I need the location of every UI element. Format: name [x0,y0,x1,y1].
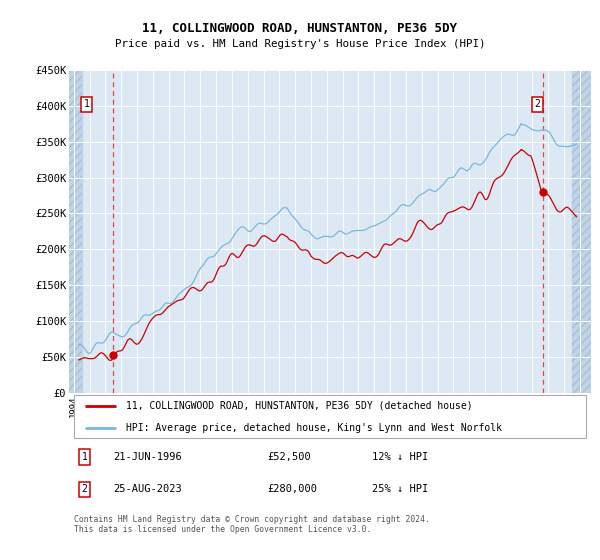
Text: 11, COLLINGWOOD ROAD, HUNSTANTON, PE36 5DY: 11, COLLINGWOOD ROAD, HUNSTANTON, PE36 5… [143,22,458,35]
Text: Contains HM Land Registry data © Crown copyright and database right 2024.
This d: Contains HM Land Registry data © Crown c… [74,515,430,534]
Text: 12% ↓ HPI: 12% ↓ HPI [372,452,428,462]
FancyBboxPatch shape [74,395,586,438]
Text: 11, COLLINGWOOD ROAD, HUNSTANTON, PE36 5DY (detached house): 11, COLLINGWOOD ROAD, HUNSTANTON, PE36 5… [127,400,473,410]
Text: 25-AUG-2023: 25-AUG-2023 [113,484,182,494]
Text: £52,500: £52,500 [268,452,311,462]
Text: 1: 1 [82,452,88,462]
Bar [69,70,82,393]
Text: 2: 2 [534,100,540,109]
Bar [572,70,591,393]
Text: £280,000: £280,000 [268,484,317,494]
Text: Price paid vs. HM Land Registry's House Price Index (HPI): Price paid vs. HM Land Registry's House … [115,39,485,49]
Text: 25% ↓ HPI: 25% ↓ HPI [372,484,428,494]
Text: 1: 1 [83,100,89,109]
Bar [69,70,82,393]
Text: 2: 2 [82,484,88,494]
Text: 21-JUN-1996: 21-JUN-1996 [113,452,182,462]
Text: HPI: Average price, detached house, King's Lynn and West Norfolk: HPI: Average price, detached house, King… [127,423,502,433]
Bar [572,70,591,393]
